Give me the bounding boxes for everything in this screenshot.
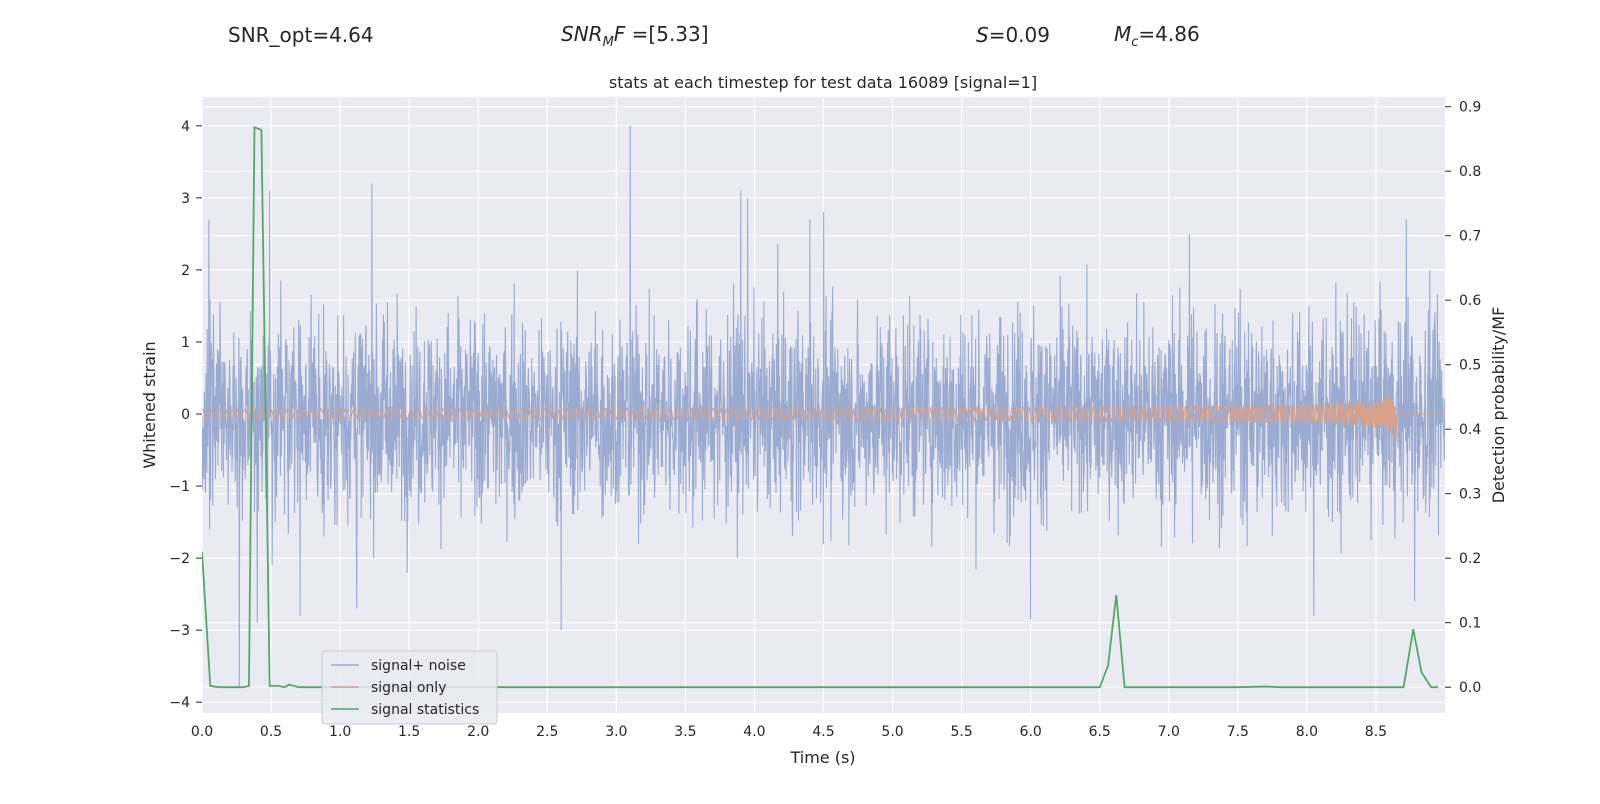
x-tick-label: 0.0 bbox=[191, 724, 213, 740]
x-tick-label: 1.0 bbox=[329, 724, 351, 740]
y2-tick-label: 0.0 bbox=[1459, 680, 1481, 696]
series-signal-plus-noise bbox=[202, 125, 1445, 688]
y2-tick-label: 0.5 bbox=[1459, 358, 1481, 374]
legend-label-signal-plus-noise: signal+ noise bbox=[371, 658, 466, 674]
mc-value: =4.86 bbox=[1138, 22, 1199, 46]
mc-sub: c bbox=[1131, 35, 1138, 50]
y-axis-ticks: 4 3 2 1 0 −1 −2 −3 −4 bbox=[169, 119, 202, 711]
x-tick-label: 0.5 bbox=[260, 724, 282, 740]
legend-label-signal-statistics: signal statistics bbox=[371, 702, 479, 718]
snr-mf-annotation: SNRMF =[5.33] bbox=[561, 22, 709, 50]
s-value: =0.09 bbox=[989, 23, 1050, 47]
x-tick-label: 5.0 bbox=[881, 724, 903, 740]
y2-tick-label: 0.6 bbox=[1459, 293, 1481, 309]
y2-tick-label: 0.4 bbox=[1459, 422, 1481, 438]
y-tick-label: −1 bbox=[169, 479, 190, 495]
snr-mf-base: SNR bbox=[561, 22, 603, 46]
x-tick-label: 2.0 bbox=[467, 724, 489, 740]
x-tick-label: 6.5 bbox=[1089, 724, 1111, 740]
y-tick-label: −2 bbox=[169, 551, 190, 567]
x-tick-label: 8.0 bbox=[1296, 724, 1318, 740]
x-tick-label: 3.5 bbox=[674, 724, 696, 740]
x-tick-label: 8.5 bbox=[1365, 724, 1387, 740]
mc-base: M bbox=[1114, 22, 1131, 46]
snr-mf-f: F bbox=[614, 22, 626, 46]
x-tick-label: 3.0 bbox=[605, 724, 627, 740]
y2-tick-label: 0.7 bbox=[1459, 229, 1481, 245]
y2-tick-label: 0.3 bbox=[1459, 487, 1481, 503]
y2-axis-label: Detection probability/MF bbox=[1489, 307, 1508, 504]
y2-tick-label: 0.8 bbox=[1459, 164, 1481, 180]
x-tick-label: 7.0 bbox=[1158, 724, 1180, 740]
y-tick-label: 0 bbox=[181, 407, 190, 423]
x-tick-label: 4.0 bbox=[743, 724, 765, 740]
chart-title: stats at each timestep for test data 160… bbox=[609, 73, 1037, 92]
y-tick-label: 4 bbox=[181, 119, 190, 135]
y-tick-label: 2 bbox=[181, 263, 190, 279]
snr-mf-sub: M bbox=[603, 35, 614, 50]
y2-tick-label: 0.2 bbox=[1459, 551, 1481, 567]
plot-content bbox=[202, 125, 1445, 689]
series-signal-only bbox=[202, 396, 1445, 441]
x-tick-label: 1.5 bbox=[398, 724, 420, 740]
x-axis-label: Time (s) bbox=[789, 748, 855, 767]
snr-opt-annotation: SNR_opt=4.64 bbox=[228, 23, 374, 47]
x-tick-label: 2.5 bbox=[536, 724, 558, 740]
y-tick-label: 3 bbox=[181, 191, 190, 207]
y2-tick-label: 0.9 bbox=[1459, 100, 1481, 116]
s-annotation: S=0.09 bbox=[976, 23, 1050, 47]
x-tick-label: 5.5 bbox=[950, 724, 972, 740]
x-tick-label: 7.5 bbox=[1227, 724, 1249, 740]
x-tick-label: 6.0 bbox=[1020, 724, 1042, 740]
x-tick-label: 4.5 bbox=[812, 724, 834, 740]
y-tick-label: −3 bbox=[169, 623, 190, 639]
y-tick-label: 1 bbox=[181, 335, 190, 351]
snr-mf-value: =[5.33] bbox=[632, 22, 709, 46]
y-tick-label: −4 bbox=[169, 695, 190, 711]
series-signal-statistics bbox=[202, 126, 1439, 689]
mc-annotation: Mc=4.86 bbox=[1114, 22, 1200, 50]
legend: signal+ noise signal only signal statist… bbox=[321, 650, 498, 725]
x-axis-ticks: 0.0 0.5 1.0 1.5 2.0 2.5 3.0 3.5 4.0 4.5 5.0 5.5 6.0 6… bbox=[191, 724, 1387, 740]
y2-axis-ticks: 0.9 0.8 0.7 0.6 0.5 0.4 0.3 0.2 0.1 0.0 bbox=[1445, 100, 1481, 696]
legend-box bbox=[321, 650, 498, 725]
legend-label-signal-only: signal only bbox=[371, 680, 446, 696]
y2-tick-label: 0.1 bbox=[1459, 616, 1481, 632]
s-label: S bbox=[976, 23, 989, 47]
y-axis-label: Whitened strain bbox=[140, 341, 159, 468]
